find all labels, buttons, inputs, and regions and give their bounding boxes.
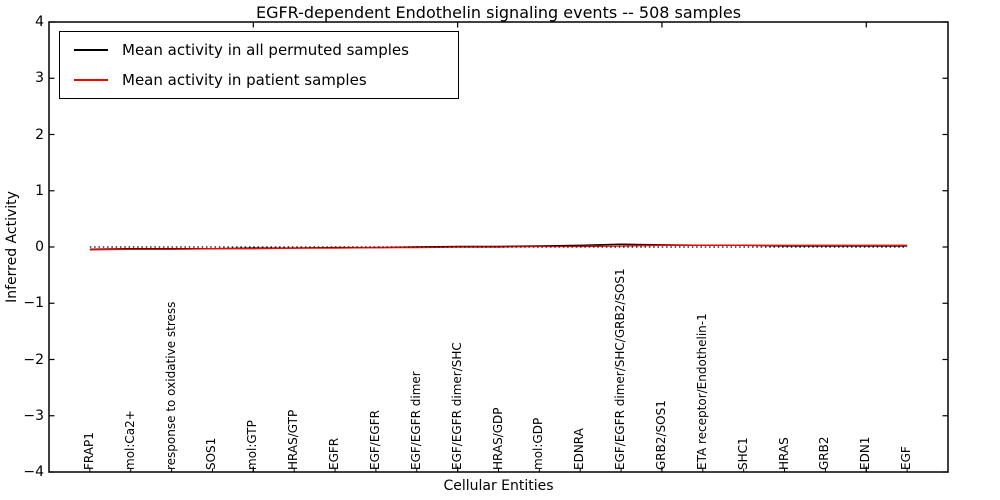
category-label: HRAS xyxy=(776,437,791,470)
legend: Mean activity in all permuted samples Me… xyxy=(59,31,459,99)
category-label: HRAS/GDP xyxy=(490,407,505,470)
permuted-line-swatch xyxy=(74,49,108,51)
patient-line-swatch xyxy=(74,79,108,81)
category-label: GRB2/SOS1 xyxy=(653,400,668,470)
y-tick-label: 2 xyxy=(35,126,44,143)
category-label: EGF/EGFR dimer/SHC/GRB2/SOS1 xyxy=(613,268,628,470)
category-label: EGFR xyxy=(327,437,342,470)
category-label: mol:GDP xyxy=(531,417,546,470)
y-tick-label: 0 xyxy=(35,239,44,255)
category-label: mol:Ca2+ xyxy=(122,410,137,470)
category-label: HRAS/GTP xyxy=(286,409,301,470)
category-label: GRB2 xyxy=(817,436,832,470)
y-axis-title: Inferred Activity xyxy=(4,191,20,303)
y-tick-label: −4 xyxy=(23,464,44,480)
category-label: EGF xyxy=(899,446,914,470)
y-tick-label: 3 xyxy=(35,70,44,87)
y-tick-label: 4 xyxy=(35,14,44,30)
y-tick-label: −3 xyxy=(23,407,44,424)
category-label: FRAP1 xyxy=(81,432,96,470)
category-label: EGF/EGFR dimer/SHC xyxy=(449,342,464,470)
category-label: SOS1 xyxy=(204,437,219,470)
y-tick-label: 1 xyxy=(35,182,44,199)
category-label: mol:GTP xyxy=(245,420,260,470)
y-tick-label: −2 xyxy=(23,351,44,368)
x-axis-title: Cellular Entities xyxy=(443,478,554,494)
category-label: EGF/EGFR xyxy=(367,410,382,470)
y-tick-label: −1 xyxy=(23,295,44,312)
category-label: EDN1 xyxy=(858,436,873,470)
legend-label-patient: Mean activity in patient samples xyxy=(122,71,367,89)
category-label: SHC1 xyxy=(735,437,750,470)
category-label: response to oxidative stress xyxy=(163,301,178,470)
category-label: EDNRA xyxy=(572,428,587,470)
category-label: ETA receptor/Endothelin-1 xyxy=(694,313,709,470)
chart-title: EGFR-dependent Endothelin signaling even… xyxy=(255,3,742,22)
legend-entry-permuted: Mean activity in all permuted samples xyxy=(68,35,458,65)
legend-label-permuted: Mean activity in all permuted samples xyxy=(122,41,409,59)
legend-entry-patient: Mean activity in patient samples xyxy=(68,65,458,95)
category-label: EGF/EGFR dimer xyxy=(408,371,423,470)
